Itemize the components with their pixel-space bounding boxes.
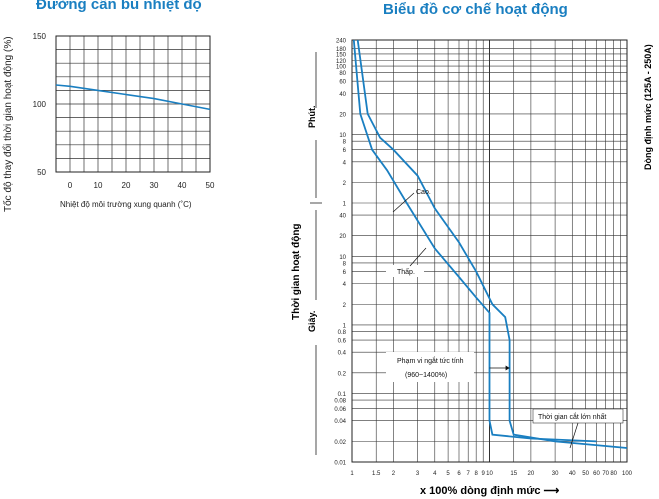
op-x-tick: 40 [569, 471, 576, 477]
annotation-low-bg [386, 265, 424, 277]
op-second-tick: 0.06 [334, 407, 346, 413]
temp-y-tick: 150 [33, 32, 47, 41]
max-break-leader [569, 422, 579, 449]
op-second-tick: 0.4 [338, 351, 347, 357]
temp-x-tick: 40 [178, 181, 187, 190]
op-minute-tick: 1 [343, 202, 347, 208]
op-minute-tick: 120 [336, 59, 347, 65]
temp-chart-title: Đường cân bù nhiệt độ [36, 0, 202, 13]
op-x-tick: 1.5 [372, 471, 381, 477]
temp-x-tick: 20 [122, 181, 131, 190]
op-second-tick: 10 [339, 255, 346, 261]
op-second-tick: 0.8 [338, 330, 347, 336]
op-x-tick: 15 [510, 471, 517, 477]
temp-x-tick: 50 [206, 181, 215, 190]
op-second-tick: 0.02 [334, 440, 346, 446]
op-minute-tick: 100 [336, 65, 347, 71]
annotation-low-leader [409, 247, 427, 267]
annotation-high-leader [392, 192, 415, 213]
op-x-tick: 4 [433, 471, 437, 477]
op-x-tick: 8 [475, 471, 479, 477]
op-x-tick: 70 [602, 471, 609, 477]
op-second-tick: 0.1 [338, 392, 347, 398]
op-minute-tick: 2 [343, 181, 347, 187]
op-minute-tick: 10 [339, 133, 346, 139]
op-minute-tick: 80 [339, 71, 346, 77]
operating-chart-title: Biểu đồ cơ chế hoạt động [383, 1, 568, 18]
op-x-tick: 10 [486, 471, 493, 477]
op-minute-tick: 240 [336, 39, 347, 45]
op-second-tick: 1 [343, 323, 347, 329]
op-minute-tick: 20 [339, 112, 346, 118]
op-second-tick: 2 [343, 303, 347, 309]
op-second-tick: 8 [343, 261, 347, 267]
op-second-tick: 20 [339, 234, 346, 240]
instant-range-bg [386, 352, 474, 382]
instant-range-arrowhead [505, 365, 510, 371]
temp-y-tick: 100 [33, 100, 47, 109]
op-minute-tick: 180 [336, 47, 347, 53]
temp-x-tick: 30 [150, 181, 159, 190]
op-second-tick: 0.08 [334, 399, 346, 405]
op-second-tick: 0.2 [338, 371, 347, 377]
op-minute-tick: 150 [336, 52, 347, 58]
op-second-tick: 0.04 [334, 419, 346, 425]
op-x-tick: 30 [552, 471, 559, 477]
max-break-label: Thời gian cắt lớn nhất [538, 412, 606, 421]
op-minute-tick: 4 [343, 160, 347, 166]
op-x-tick: 7 [467, 471, 471, 477]
instant-range-value: (960~1400%) [405, 372, 447, 379]
temp-series-line [55, 84, 211, 111]
op-second-tick: 6 [343, 270, 347, 276]
op-second-tick: 0.01 [334, 461, 346, 467]
op-minute-tick: 40 [339, 92, 346, 98]
op-x-tick: 50 [582, 471, 589, 477]
instant-range-label: Phạm vi ngắt tức tính [397, 356, 464, 365]
op-x-tick: 2 [392, 471, 396, 477]
op-x-tick: 60 [593, 471, 600, 477]
temp-y-tick: 50 [37, 168, 46, 177]
op-x-tick: 1 [350, 471, 354, 477]
temp-plot-frame [55, 35, 211, 173]
op-minute-tick: 8 [343, 140, 347, 146]
op-x-tick: 3 [416, 471, 420, 477]
op-minute-tick: 6 [343, 148, 347, 154]
op-x-tick: 5 [446, 471, 450, 477]
operating-chart-xlabel: x 100% dòng định mức ⟶ [420, 485, 560, 497]
temp-x-tick: 10 [94, 181, 103, 190]
op-x-tick: 20 [528, 471, 535, 477]
op-series-curve [356, 39, 628, 449]
op-x-tick: 9 [482, 471, 486, 477]
op-second-tick: 4 [343, 282, 347, 288]
op-second-tick: 0.6 [338, 339, 347, 345]
temp-chart-xlabel: Nhiệt độ môi trường xung quanh (˚C) [60, 200, 192, 209]
op-x-tick: 6 [457, 471, 461, 477]
op-x-tick: 100 [622, 471, 633, 477]
op-second-tick: 40 [339, 214, 346, 220]
op-x-tick: 80 [610, 471, 617, 477]
annotation-high: Cao. [416, 189, 431, 196]
op-minute-tick: 60 [339, 80, 346, 86]
op-series-curve [352, 39, 597, 443]
op-plot-frame [351, 39, 628, 463]
annotation-low: Thấp. [397, 267, 415, 276]
temp-x-tick: 0 [68, 181, 73, 190]
